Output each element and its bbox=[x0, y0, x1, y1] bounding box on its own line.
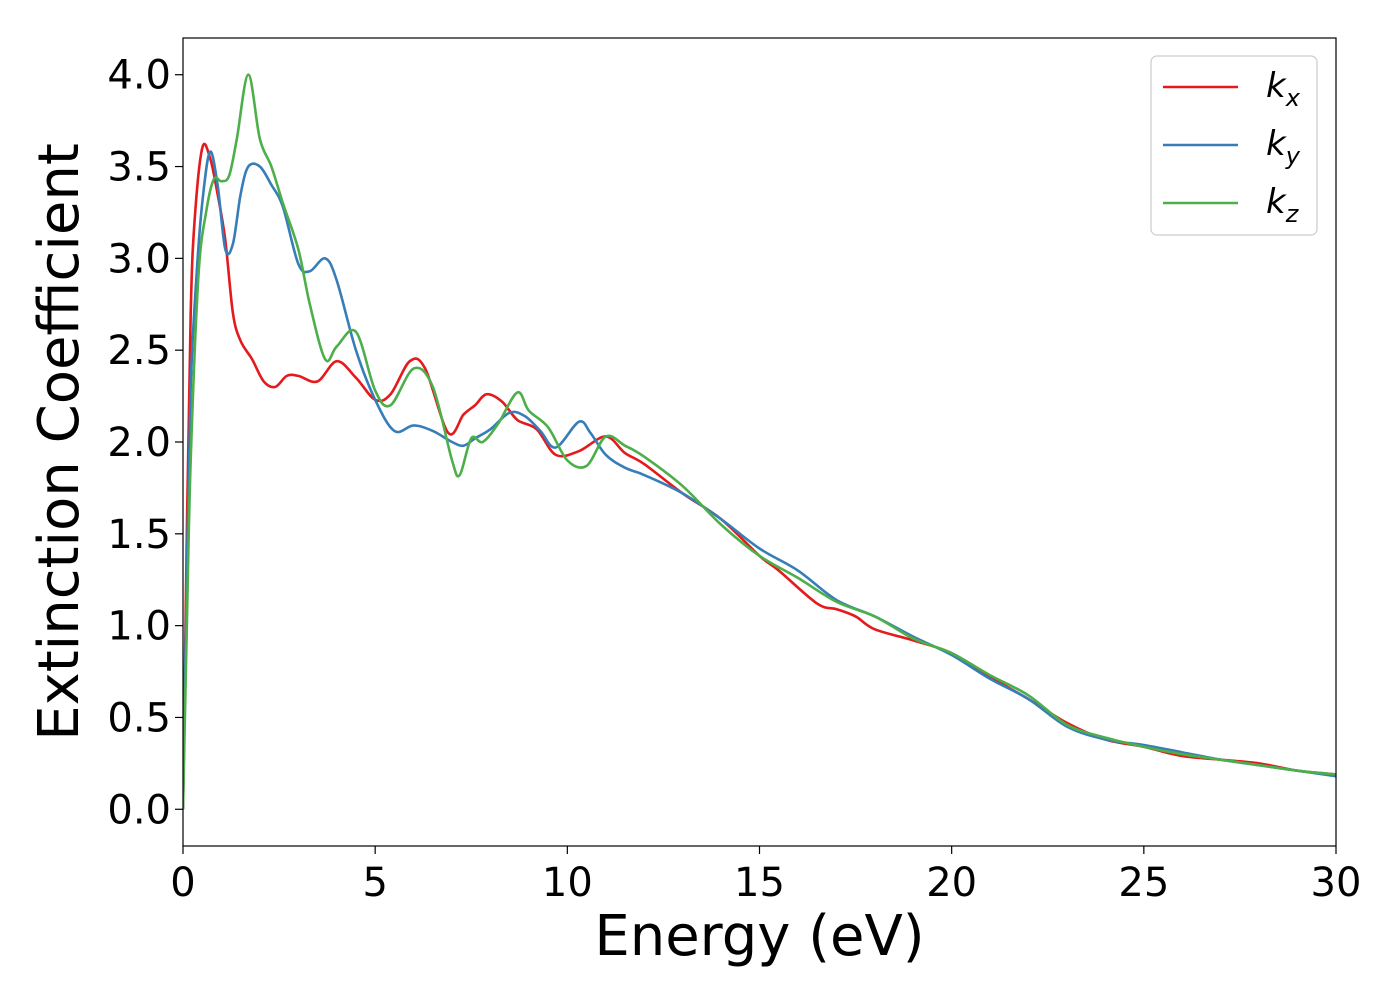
y-tick-label: 3.0 bbox=[107, 236, 171, 282]
x-tick-label: 30 bbox=[1311, 860, 1362, 906]
series-layer bbox=[183, 73, 1336, 810]
legend-label-subscript: x bbox=[1285, 84, 1301, 112]
x-tick-label: 20 bbox=[926, 860, 977, 906]
x-tick-label: 5 bbox=[362, 860, 387, 906]
y-tick-label: 0.0 bbox=[107, 787, 171, 833]
y-tick-label: 3.5 bbox=[107, 145, 171, 191]
x-tick-label: 15 bbox=[734, 860, 785, 906]
x-tick-label: 10 bbox=[542, 860, 593, 906]
x-axis-title: Energy (eV) bbox=[594, 904, 924, 969]
x-tick-label: 25 bbox=[1118, 860, 1169, 906]
x-tick-label: 0 bbox=[170, 860, 195, 906]
legend-label-kx: kx bbox=[1266, 66, 1301, 112]
y-tick-label: 1.5 bbox=[107, 512, 171, 558]
y-tick-label: 0.5 bbox=[107, 695, 171, 741]
legend-label-subscript: y bbox=[1285, 142, 1301, 170]
y-tick-label: 1.0 bbox=[107, 604, 171, 650]
y-tick-label: 4.0 bbox=[107, 53, 171, 99]
x-axis-ticks: 0 5 10 15 20 25 30 bbox=[170, 846, 1361, 906]
series-line-kz bbox=[183, 73, 1336, 810]
y-tick-label: 2.0 bbox=[107, 420, 171, 466]
y-axis-ticks: 0.0 0.5 1.0 1.5 2.0 2.5 3.0 3.5 4.0 bbox=[107, 53, 183, 833]
legend-label-subscript: z bbox=[1285, 200, 1300, 228]
series-line-ky bbox=[183, 150, 1336, 810]
y-tick-label: 2.5 bbox=[107, 328, 171, 374]
y-axis-title: Extinction Coefficient bbox=[27, 143, 92, 741]
